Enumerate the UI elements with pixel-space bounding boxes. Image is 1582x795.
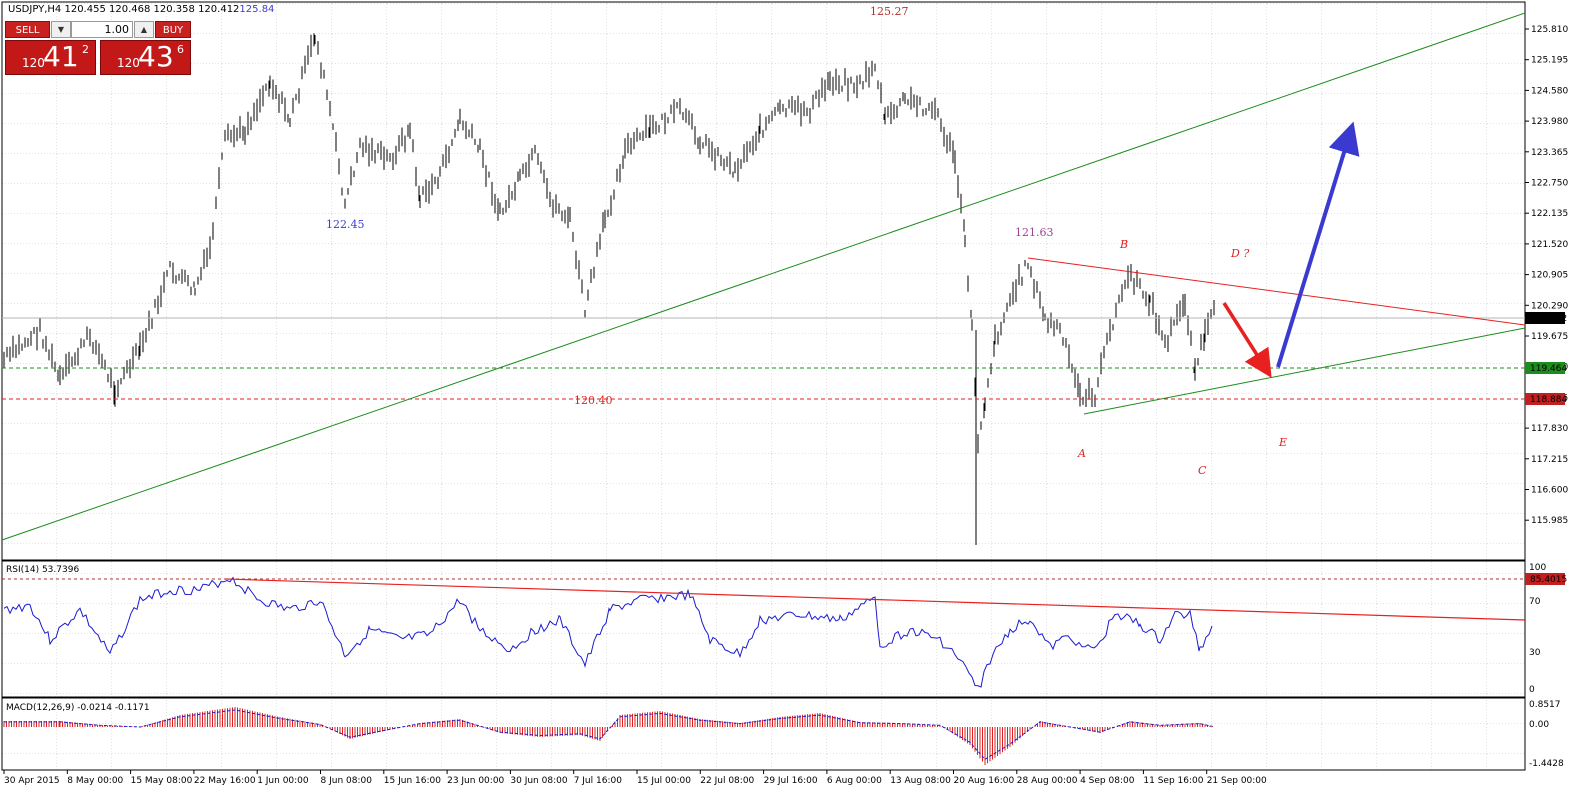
sell-price-box[interactable]: 120 41 2 [5,40,96,75]
lot-dropdown-button[interactable]: ▼ [51,21,71,38]
time-axis: 30 Apr 2015 8 May 00:00 15 May 08:00 22 May… [3,770,1267,786]
time-axis-label: 28 Aug 00:00 [1017,776,1078,786]
price-axis-label: 124.580 [1531,86,1568,96]
price-axis-label: 125.195 [1531,56,1568,66]
wave-high-label: 121.63 [1015,226,1054,239]
time-axis-label: 8 Jun 08:00 [321,776,373,786]
wave-c-label: C [1198,464,1207,477]
green-level-tag-text: 119.464 [1530,364,1567,374]
green-level-tag [1525,362,1565,374]
rsi-scale-100: 100 [1529,563,1546,573]
time-axis-label: 20 Aug 16:00 [954,776,1015,786]
buy-price-fraction: 6 [177,43,184,56]
red-down-arrow[interactable] [1222,302,1272,378]
buy-price-pips: 43 [138,40,174,73]
blue-up-arrow[interactable] [1276,121,1360,368]
time-axis-label: 8 May 00:00 [67,776,123,786]
main-price-panel[interactable] [1,1,1526,561]
price-axis-label: 116.600 [1531,486,1568,496]
price-axis-label: 115.985 [1531,516,1568,526]
price-axis-label: 123.365 [1531,148,1568,158]
price-axis-label: 122.750 [1531,179,1568,189]
chevron-up-icon: ▲ [140,25,148,34]
symbol-info-bar: USDJPY,H4 120.455 120.468 120.358 120.41… [8,4,274,15]
macd-panel[interactable] [1,697,1526,771]
rsi-scale-0: 0 [1529,685,1535,695]
chevron-down-icon: ▼ [57,25,65,34]
red-level-label: 120.40 [574,394,613,407]
current-price-tag-text: 120.412 [1530,314,1567,324]
buy-price-box[interactable]: 120 43 6 [100,40,191,75]
time-axis-label: 23 Jun 00:00 [447,776,504,786]
rsi-level-tag [1525,573,1565,585]
rsi-label: RSI(14) 53.7396 [6,565,79,575]
red-level-tag [1525,393,1565,405]
price-axis-label: 120.905 [1531,271,1568,281]
time-axis-label: 30 Jun 08:00 [510,776,567,786]
rsi-panel[interactable] [1,560,1526,698]
overlap-price-text: 125.84 [239,4,275,15]
time-axis-label: 1 Jun 00:00 [257,776,309,786]
rsi-line [3,576,1213,688]
price-axis-label: 121.520 [1531,240,1568,250]
sell-price-fraction: 2 [82,43,89,56]
top-high-label: 125.27 [870,5,909,18]
macd-scale-bottom: -1.4428 [1529,759,1564,769]
red-level-tag-text: 118.884 [1530,395,1567,405]
sell-price-pips: 41 [43,40,79,73]
wave-d-label: D ? [1230,247,1249,260]
time-axis-label: 21 Sep 00:00 [1207,776,1267,786]
rsi-level-tag-text: 85.4015 [1530,575,1567,585]
price-axis-label: 117.830 [1531,424,1568,434]
wave-b-label: B [1119,238,1128,251]
macd-scale-top: 0.8517 [1529,700,1561,710]
time-axis-label: 15 May 08:00 [131,776,193,786]
triangle-upper-line[interactable] [1027,257,1526,326]
buy-price-prefix: 120 [117,56,140,70]
macd-label: MACD(12,26,9) -0.0214 -0.1171 [6,703,150,713]
time-axis-label: 13 Aug 08:00 [890,776,951,786]
price-bars [3,33,1215,545]
macd-signal-line [4,709,1213,760]
time-axis-label: 22 Jul 08:00 [700,776,754,786]
wave-e-label: E [1278,436,1287,449]
rsi-scale-70: 70 [1529,597,1541,607]
lot-increase-button[interactable]: ▲ [134,21,154,38]
wave-a-label: A [1077,447,1086,460]
rsi-scale-30: 30 [1529,648,1541,658]
price-axis-label: 119.675 [1531,332,1568,342]
time-axis-label: 15 Jul 00:00 [637,776,691,786]
one-click-trading-panel: SELL ▼ 1.00 ▲ BUY 120 41 2 120 43 6 [5,21,191,75]
low-label: 122.45 [326,218,365,231]
price-axis-label: 122.135 [1531,209,1568,219]
current-price-tag [1525,312,1565,324]
symbol-ohlc-text: USDJPY,H4 120.455 120.468 120.358 120.41… [8,4,240,15]
buy-button[interactable]: BUY [155,21,191,38]
time-axis-label: 4 Sep 08:00 [1080,776,1135,786]
sell-button[interactable]: SELL [5,21,50,38]
time-axis-label: 7 Jul 16:00 [574,776,623,786]
time-axis-label: 6 Aug 00:00 [827,776,882,786]
triangle-lower-line[interactable] [1083,327,1526,415]
time-axis-label: 15 Jun 16:00 [384,776,441,786]
time-axis-label: 30 Apr 2015 [4,776,60,786]
lot-size-input[interactable]: 1.00 [71,21,133,38]
time-axis-label: 29 Jul 16:00 [764,776,818,786]
price-axis-label: 125.810 [1531,25,1568,35]
rsi-resistance-line[interactable] [224,578,1526,621]
macd-scale-zero: 0.00 [1529,720,1549,730]
sell-price-prefix: 120 [22,56,45,70]
price-axis-label: 120.290 [1531,301,1568,311]
price-axis: 125.810 125.195 124.580 123.980 123.365 122.7… [1525,25,1568,526]
time-axis-label: 11 Sep 16:00 [1143,776,1203,786]
time-axis-label: 22 May 16:00 [194,776,256,786]
price-axis-label: 117.215 [1531,455,1568,465]
long-term-uptrend-line[interactable] [1,12,1526,541]
price-axis-label: 123.980 [1531,117,1568,127]
